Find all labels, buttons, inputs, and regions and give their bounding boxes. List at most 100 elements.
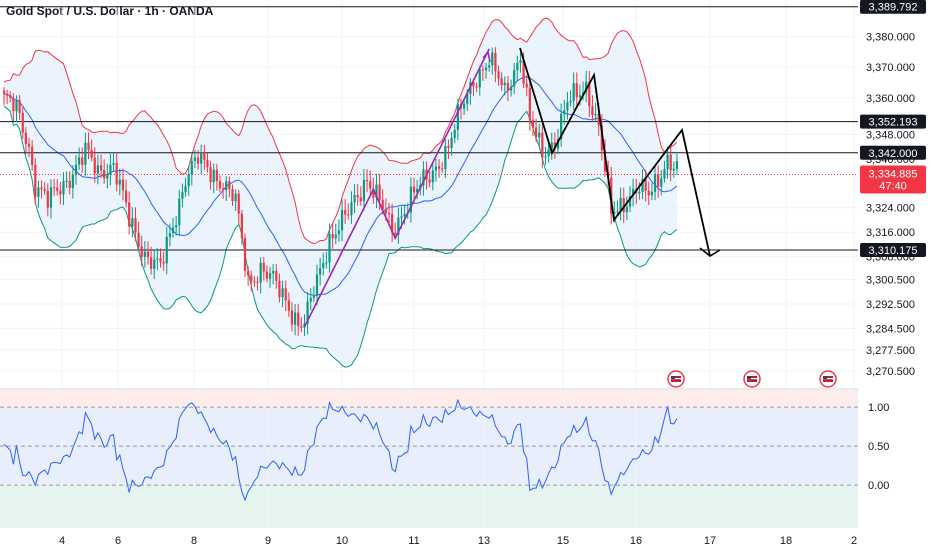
candle-body: [340, 209, 344, 231]
candle-body: [159, 258, 162, 262]
candle-body: [585, 81, 588, 93]
candle-body: [613, 211, 616, 214]
candle-body: [278, 280, 281, 298]
candle-body: [566, 102, 569, 111]
candle-body: [319, 267, 322, 275]
candle-body: [93, 157, 96, 174]
candle-body: [625, 206, 628, 213]
candle-body: [337, 230, 341, 235]
candle-body: [212, 169, 215, 183]
candle-body: [578, 95, 582, 98]
candle-body: [150, 257, 153, 269]
candle-body: [52, 187, 56, 189]
candle-body: [46, 191, 49, 208]
candle-body: [481, 69, 484, 71]
candle-body: [535, 127, 538, 138]
candle-body: [669, 154, 672, 171]
candle-body: [547, 149, 550, 157]
candle-body: [641, 179, 644, 192]
candle-body: [228, 181, 231, 190]
candle-body: [347, 214, 350, 216]
time-tick-label: 8: [191, 535, 197, 547]
candle-body: [588, 81, 591, 107]
candle-body: [431, 170, 434, 183]
candle-body: [84, 142, 87, 165]
flag-canton: [671, 376, 675, 379]
candle-body: [544, 156, 547, 158]
candle-body: [90, 150, 93, 158]
flag-canton: [823, 376, 827, 379]
price-tick-label: 3,324.000: [866, 203, 915, 215]
candle-body: [525, 83, 528, 88]
candle-body: [312, 295, 315, 298]
price-tick-label: 3,270.500: [866, 366, 915, 378]
candle-body: [412, 186, 416, 193]
candle-body: [325, 262, 328, 264]
candle-body: [196, 157, 200, 164]
time-tick-label: 16: [630, 535, 642, 547]
candle-body: [434, 166, 438, 171]
candle-body: [372, 188, 375, 198]
candle-body: [96, 165, 99, 174]
candle-body: [178, 198, 181, 226]
candle-body: [284, 288, 287, 301]
candle-body: [121, 179, 125, 191]
candle-body: [9, 95, 12, 98]
flag-canton: [747, 376, 751, 379]
candle-body: [225, 181, 228, 190]
candle-body: [209, 167, 212, 183]
candle-body: [628, 196, 632, 207]
us-flag-icon[interactable]: [819, 370, 837, 388]
candle-body: [293, 312, 297, 325]
current-price-label: 3,334.885: [869, 168, 918, 180]
candle-body: [444, 145, 447, 169]
candle-body: [162, 261, 165, 264]
candle-body: [21, 112, 24, 133]
candle-body: [272, 270, 275, 274]
candle-body: [243, 237, 247, 271]
candle-body: [344, 209, 347, 215]
candle-body: [56, 187, 59, 191]
price-tag-label: 3,389.792: [869, 2, 918, 14]
candle-body: [240, 213, 243, 238]
candle-body: [359, 197, 362, 202]
candle-body: [331, 234, 334, 239]
candle-body: [638, 191, 641, 194]
candle-body: [118, 179, 121, 185]
candle-body: [556, 139, 560, 149]
candle-body: [115, 162, 118, 185]
us-flag-icon[interactable]: [667, 370, 685, 388]
candle-body: [447, 145, 450, 148]
candle-body: [619, 198, 622, 212]
candle-body: [146, 251, 150, 258]
candle-body: [24, 132, 28, 144]
price-tag-label: 3,310.175: [869, 245, 918, 257]
candle-body: [71, 174, 74, 189]
black-pattern-drawing: [519, 47, 711, 257]
candle-body: [297, 312, 300, 327]
candle-body: [262, 262, 265, 272]
flag-white-stripe: [671, 378, 681, 380]
candle-body: [650, 191, 654, 196]
candle-body: [109, 164, 112, 175]
chart-title: Gold Spot / U.S. Dollar · 1h · OANDA: [6, 4, 214, 18]
candle-body: [315, 274, 319, 296]
candle-body: [62, 181, 65, 195]
candle-body: [387, 213, 391, 215]
price-tick-label: 3,348.000: [866, 129, 915, 141]
candle-body: [516, 63, 519, 71]
candle-body: [253, 281, 256, 283]
candle-body: [575, 83, 578, 98]
candle-body: [675, 161, 679, 169]
price-axis-background: [858, 0, 932, 550]
candle-body: [68, 180, 71, 189]
us-flag-icon[interactable]: [743, 370, 761, 388]
candle-body: [40, 187, 43, 190]
candle-body: [306, 301, 309, 324]
candle-body: [350, 202, 353, 216]
candle-body: [503, 82, 506, 86]
candle-body: [37, 187, 40, 197]
candle-body: [128, 202, 131, 227]
candle-body: [237, 193, 240, 214]
